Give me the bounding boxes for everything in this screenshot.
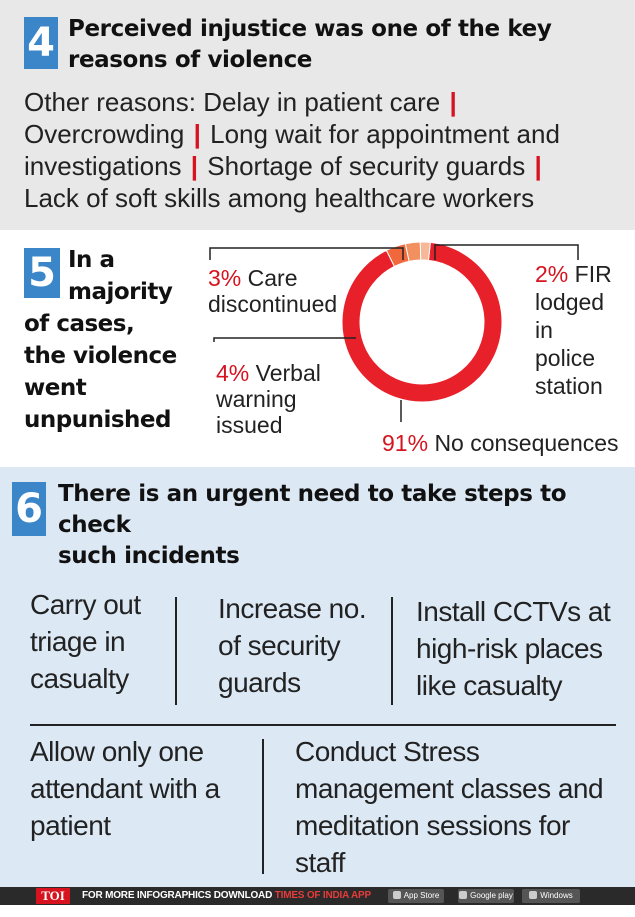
step-line: triage in [30,626,126,657]
step-item: Allow only one attendant with a patient [30,733,220,844]
toi-logo: TOI [36,888,70,904]
step-item: Install CCTVs at high-risk places like c… [416,593,611,704]
step-line: Carry out [30,589,141,620]
label-care-pct: 3% [208,265,242,291]
section-4: 4 Perceived injustice was one of the key… [0,0,635,230]
google-play-badge[interactable]: Google play [458,889,514,903]
leader-line-fir [434,244,579,260]
leader-line-care [209,247,404,260]
step-line: attendant with a [30,773,220,804]
section-6-title: There is an urgent need to take steps to… [58,479,628,572]
section-4-title-line: reasons of violence [68,47,313,73]
section-4-title: Perceived injustice was one of the key r… [68,14,628,76]
windows-phone-badge[interactable]: Windows Phone [522,889,580,914]
step-item: Carry out triage in casualty [30,586,141,697]
other-reasons-text: Other reasons: Delay in patient care | O… [24,87,560,213]
section-6-title-line: There is an urgent need to take steps to… [58,481,567,538]
section-6: 6 There is an urgent need to take steps … [0,467,635,887]
label-verbal-line1: Verbal [255,360,321,386]
headline-line: the violence [24,343,177,369]
section-6-title-line: such incidents [58,543,240,569]
section-4-title-line: Perceived injustice was one of the key [68,16,552,42]
reason-item: Lack of soft skills among healthcare wor… [24,183,535,213]
step-line: Install CCTVs at [416,596,611,627]
step-line: management classes and [295,773,604,804]
app-store-badge[interactable]: App Store [388,889,444,903]
label-fir-lodged: 2% FIR lodged in police station [535,260,612,400]
headline-line: In a [68,247,115,273]
donut-chart [209,241,579,422]
apple-icon [392,891,401,899]
label-verbal-warning: 4% Verbal warning issued [216,360,321,438]
section-5-headline: In a majority [68,244,188,308]
step-line: Allow only one [30,736,204,767]
section-6-number: 6 [12,482,46,536]
label-no-consequences: 91% No consequences [382,430,619,456]
windows-icon [529,891,538,899]
step-line: meditation sessions for [295,810,570,841]
column-divider [391,597,393,705]
label-fir-line5: station [535,373,603,399]
reason-item: Overcrowding [24,119,185,149]
label-none-pct: 91% [382,430,429,456]
label-verbal-line3: issued [216,412,283,438]
footer-app-link[interactable]: TIMES OF INDIA APP [274,890,371,901]
leader-line-verbal [213,337,356,342]
row-divider [30,724,616,726]
label-fir-line2: lodged [535,289,605,315]
headline-line: majority [68,279,173,305]
column-divider [262,739,264,874]
donut-slice-no-consequences [341,241,503,403]
label-fir-line3: in [535,317,553,343]
label-care-line2: discontinued [208,291,338,317]
step-line: Increase no. [218,593,367,624]
step-item: Increase no. of security guards [218,590,367,701]
step-line: casualty [30,663,129,694]
column-divider [175,597,177,705]
footer-bar: TOI FOR MORE INFOGRAPHICS DOWNLOAD TIMES… [0,887,635,914]
label-care-discontinued: 3% Care discontinued [208,265,337,317]
headline-line: unpunished [24,407,171,433]
section-5-number: 5 [24,248,60,298]
section-4-number: 4 [24,17,58,69]
label-verbal-pct: 4% [216,360,250,386]
step-line: staff [295,847,345,878]
footer-text: FOR MORE INFOGRAPHICS DOWNLOAD TIMES OF … [82,890,371,901]
label-none-line1: No consequences [434,430,619,456]
reason-item: Long wait for appointment and investigat… [24,119,560,181]
label-fir-pct: 2% [535,261,569,287]
label-fir-line1: FIR [574,261,612,287]
label-care-line1: Care [247,265,298,291]
step-line: Conduct Stress [295,736,480,767]
headline-line: went [24,375,87,401]
footer-promo: FOR MORE INFOGRAPHICS DOWNLOAD [82,890,273,901]
headline-line: of cases, [24,311,135,337]
section-5-headline-cont: of cases, the violence went unpunished [24,308,204,436]
reason-item: Shortage of security guards [207,151,526,181]
donut-slice-fir-lodged-in-police-station [419,241,431,261]
step-line: high-risk places [416,633,603,664]
step-line: of security [218,630,341,661]
step-line: like casualty [416,670,563,701]
step-item: Conduct Stress management classes and me… [295,733,604,881]
step-line: patient [30,810,111,841]
other-reasons-intro: Other reasons: Delay in patient care [24,87,441,117]
label-fir-line4: police [535,345,596,371]
step-line: guards [218,667,301,698]
label-verbal-line2: warning [216,386,297,412]
play-icon [459,891,468,899]
section-5: 5 In a majority of cases, the violence w… [0,230,635,467]
